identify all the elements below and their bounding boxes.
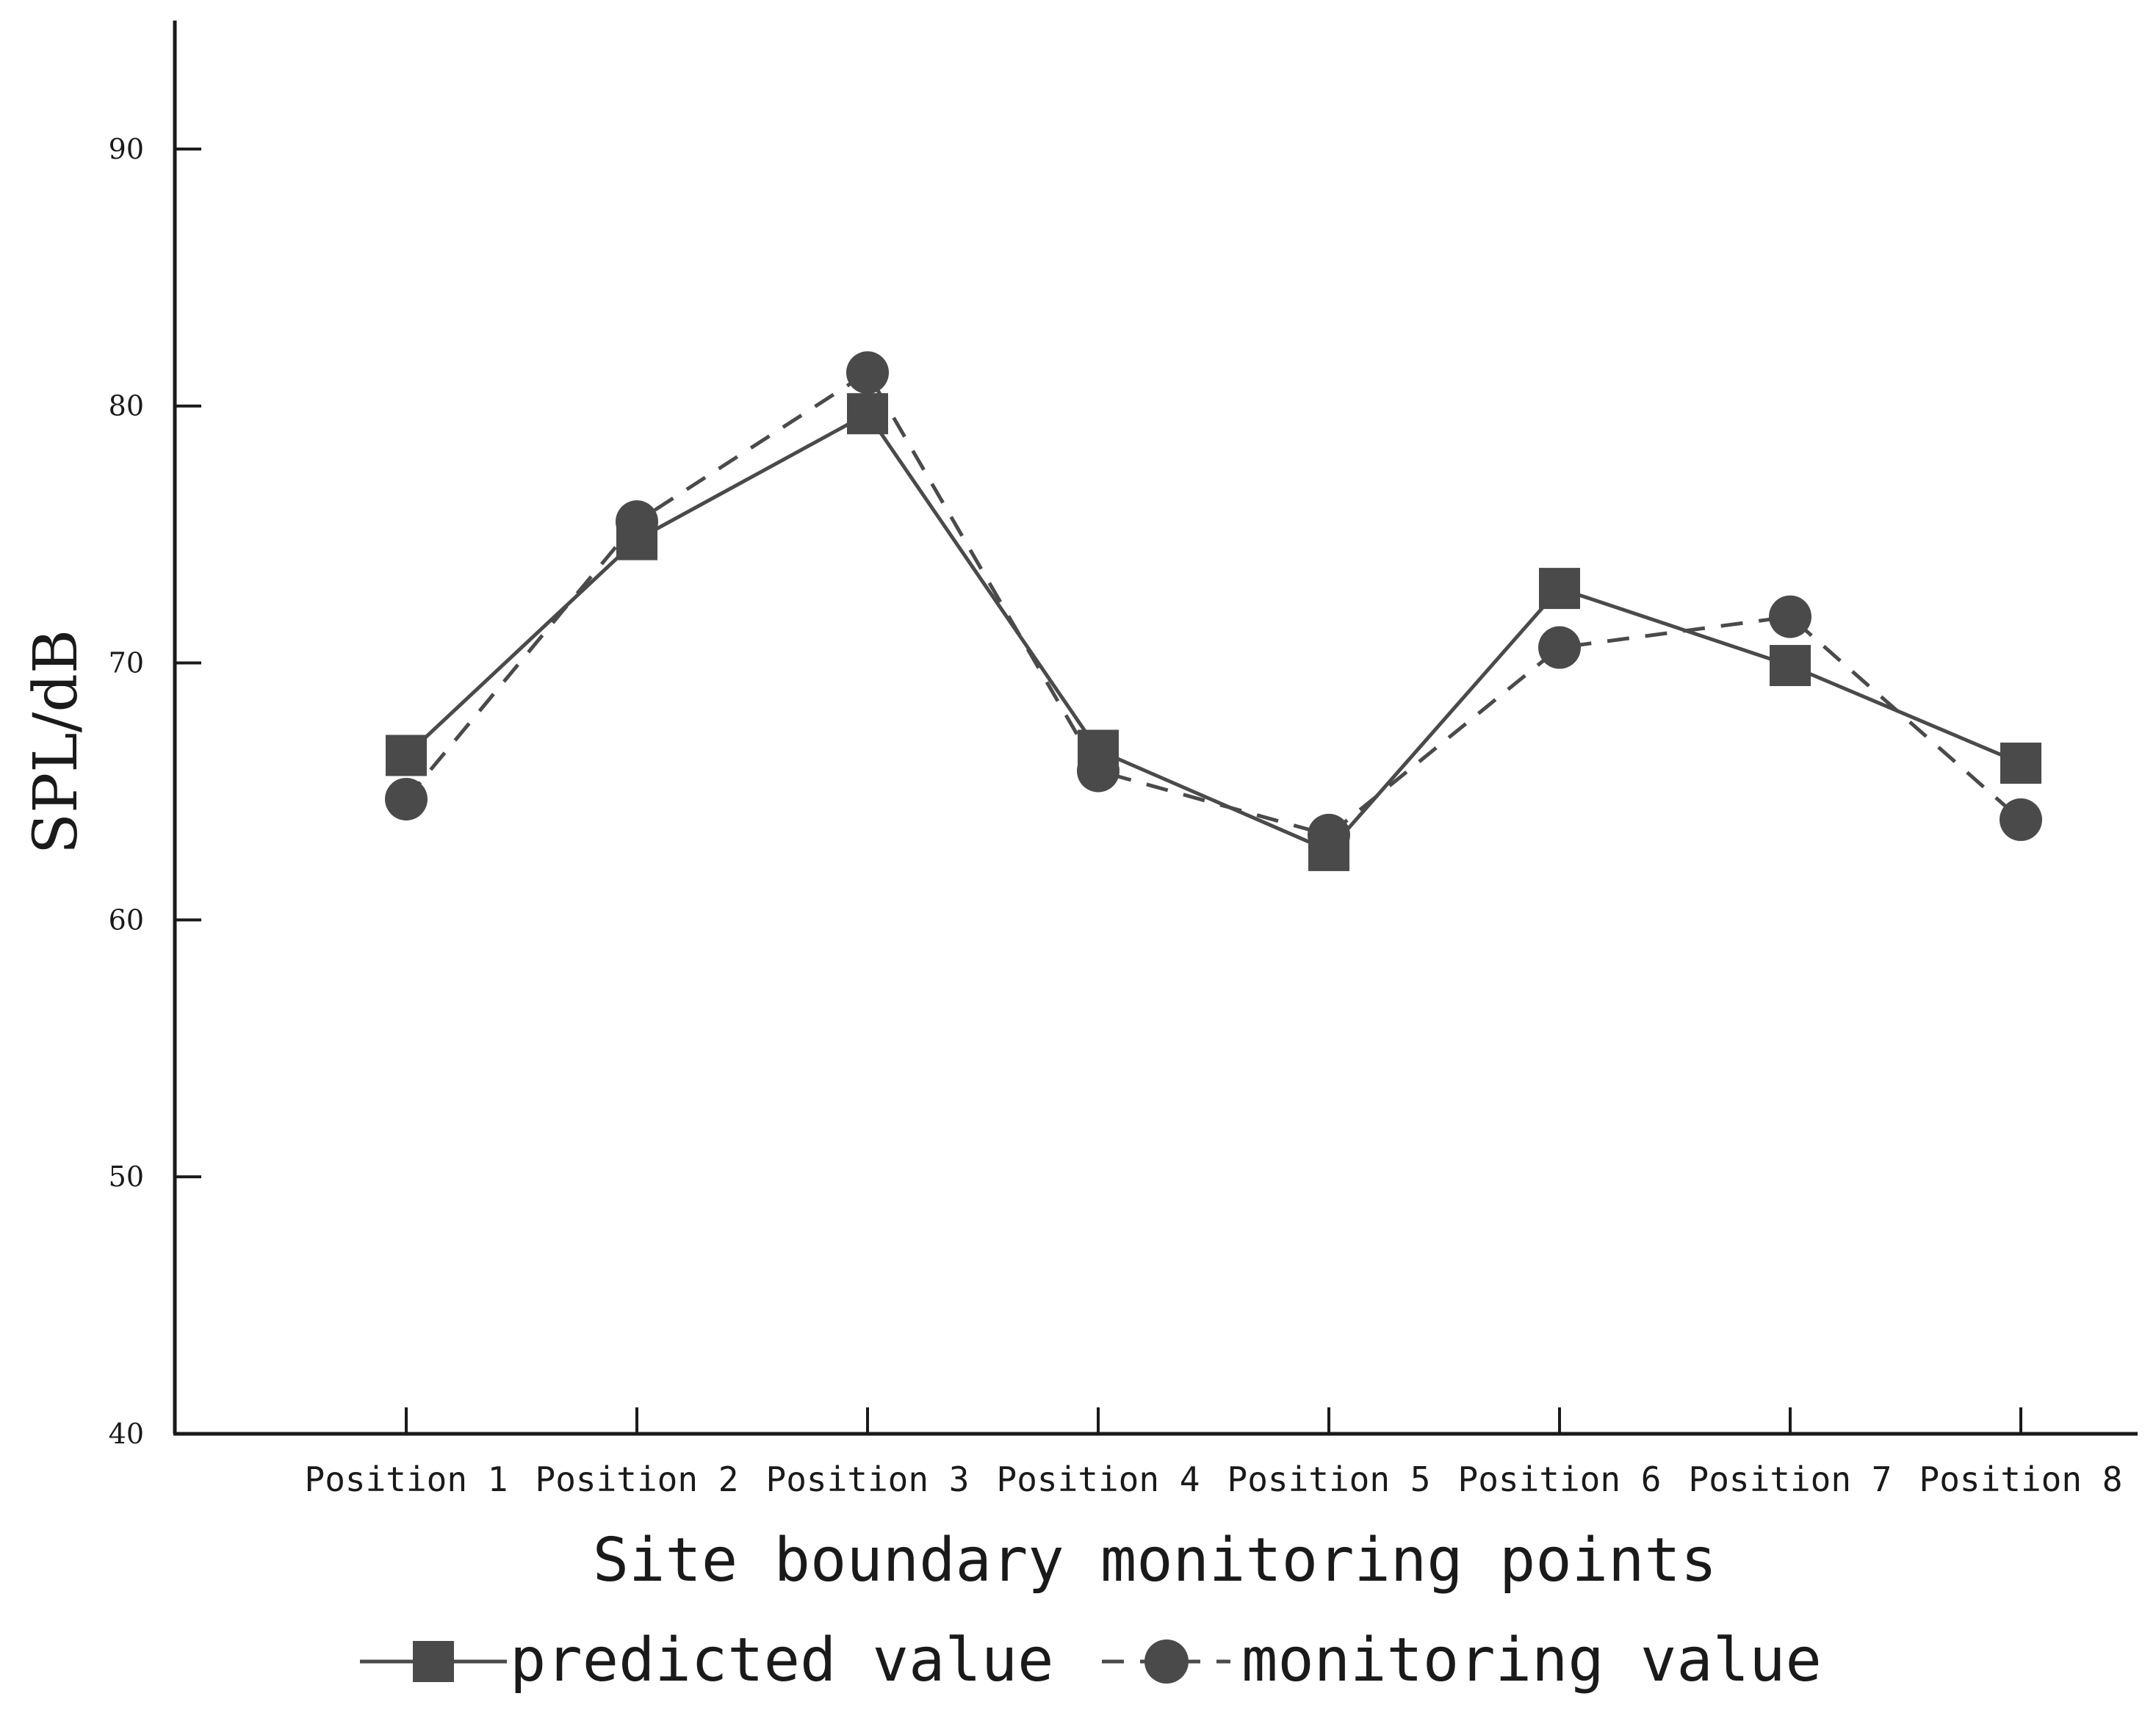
series-monitoring — [385, 351, 2042, 856]
x-tick-label: Position 2 — [536, 1460, 739, 1499]
data-point-square — [2000, 742, 2041, 784]
x-ticks: Position 1 Position 2 Position 3 Position 4… — [305, 1407, 2123, 1499]
data-point-square — [847, 393, 888, 435]
data-point-circle — [1538, 626, 1581, 669]
x-tick-label: Position 3 — [766, 1460, 970, 1499]
x-axis-label: Site boundary monitoring points — [593, 1526, 1717, 1595]
y-tick-label: 50 — [109, 1161, 144, 1193]
y-tick-label: 90 — [109, 133, 144, 165]
data-point-circle — [2000, 798, 2042, 841]
x-tick-label: Position 4 — [997, 1460, 1200, 1499]
y-tick-label: 60 — [109, 903, 144, 936]
data-point-circle — [1769, 595, 1811, 638]
legend-predicted-square-icon — [413, 1641, 454, 1682]
y-tick-label: 40 — [109, 1418, 144, 1450]
axes — [173, 21, 2138, 1436]
legend-monitoring-label: monitoring value — [1241, 1626, 1822, 1695]
legend: predicted value monitoring value — [360, 1626, 1822, 1695]
y-tick-label: 80 — [109, 390, 144, 422]
x-tick-label: Position 5 — [1227, 1460, 1431, 1499]
data-point-circle — [1077, 749, 1120, 793]
series — [385, 351, 2042, 871]
y-tick-label: 70 — [109, 647, 144, 679]
data-point-circle — [616, 500, 658, 544]
legend-item-predicted: predicted value — [360, 1626, 1054, 1695]
data-point-circle — [385, 777, 428, 820]
legend-item-monitoring: monitoring value — [1102, 1626, 1822, 1695]
y-ticks: 40 50 60 70 80 90 — [109, 133, 201, 1450]
data-point-square — [1539, 568, 1580, 610]
x-tick-label: Position 8 — [1919, 1460, 2123, 1499]
legend-predicted-label: predicted value — [510, 1626, 1054, 1695]
series-line — [405, 411, 2022, 853]
x-tick-label: Position 7 — [1689, 1460, 1892, 1499]
y-axis-label: SPL/dB — [21, 629, 91, 854]
data-point-circle — [1308, 813, 1350, 856]
data-point-circle — [846, 351, 889, 394]
legend-monitoring-circle-icon — [1144, 1639, 1189, 1684]
x-tick-label: Position 1 — [305, 1460, 508, 1499]
data-point-square — [1770, 645, 1811, 687]
data-point-square — [386, 735, 427, 776]
x-tick-label: Position 6 — [1458, 1460, 1662, 1499]
